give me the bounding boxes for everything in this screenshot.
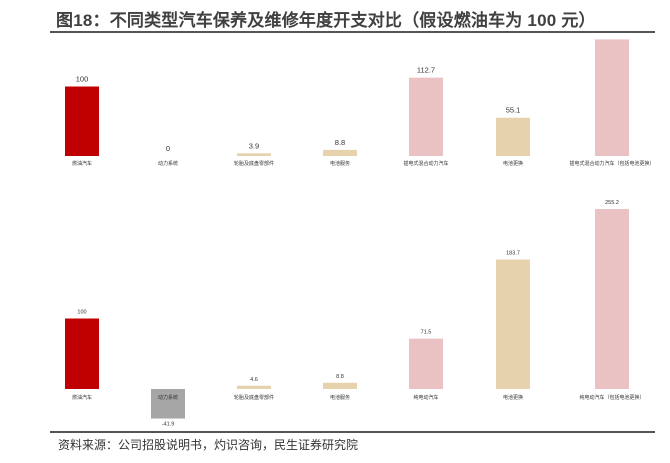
figure-title: 图18：不同类型汽车保养及维修年度开支对比（假设燃油车为 100 元）: [56, 11, 596, 30]
value-label-5: 112.7: [417, 66, 435, 75]
value-label-4: 8.8: [335, 138, 345, 147]
category-label-5: 插电式混合动力汽车: [403, 160, 448, 167]
category-label-5: 纯电动汽车: [413, 394, 438, 401]
bar-4: [323, 149, 357, 156]
bar-3: [237, 153, 271, 156]
bar-chart-hybrid: 100 燃油汽车 0 动力系统 3.9 轮胎及底盘零部件 8.8 电池服务 112.7 插电式混合…: [65, 36, 655, 167]
bar-5: [409, 77, 443, 156]
bar-chart-electric: 100 燃油汽车 -41.9 动力系统 4.6 轮胎及底盘零部件 8.8 电池服务 71.5 纯电…: [65, 200, 645, 428]
value-label-6: 55.1: [506, 106, 521, 115]
bar-4: [323, 382, 357, 389]
bar-3: [237, 385, 271, 389]
value-label-3: 4.6: [250, 377, 258, 383]
value-label-3: 3.9: [249, 141, 259, 150]
category-label-6: 电池更换: [503, 160, 523, 167]
category-label-3: 轮胎及底盘零部件: [234, 160, 274, 167]
category-label-4: 电池服务: [330, 394, 350, 401]
bar-1: [65, 86, 99, 156]
footer-divider: [50, 431, 655, 433]
category-label-4: 电池服务: [330, 160, 350, 167]
bar-6: [496, 117, 530, 156]
value-label-5: 71.5: [421, 330, 432, 336]
category-label-3: 轮胎及底盘零部件: [234, 394, 274, 401]
category-label-2: 动力系统: [158, 394, 178, 401]
category-label-6: 电池更换: [503, 394, 523, 401]
value-label-6: 183.7: [506, 250, 520, 256]
category-label-1: 燃油汽车: [72, 160, 92, 167]
bar-2: [151, 389, 185, 419]
category-label-1: 燃油汽车: [72, 394, 92, 401]
category-label-7: 纯电动汽车（包括电池更换）: [579, 394, 644, 401]
value-label-1: 100: [77, 310, 86, 316]
bar-6: [496, 259, 530, 389]
bar-1: [65, 318, 99, 389]
category-label-2: 动力系统: [158, 160, 178, 167]
value-label-1: 100: [76, 75, 89, 84]
value-label-2: 0: [166, 144, 170, 153]
bar-7: [595, 209, 629, 389]
value-label-7: 255.2: [605, 200, 619, 206]
source-note: 资料来源：公司招股说明书，灼识咨询，民生证券研究院: [58, 438, 359, 452]
title-divider: [50, 31, 655, 33]
bar-5: [409, 338, 443, 389]
category-label-7: 插电式混合动力汽车（包括电池更换）: [569, 160, 654, 167]
value-label-2: -41.9: [162, 422, 175, 428]
bar-7: [595, 39, 629, 157]
value-label-4: 8.8: [336, 374, 344, 380]
